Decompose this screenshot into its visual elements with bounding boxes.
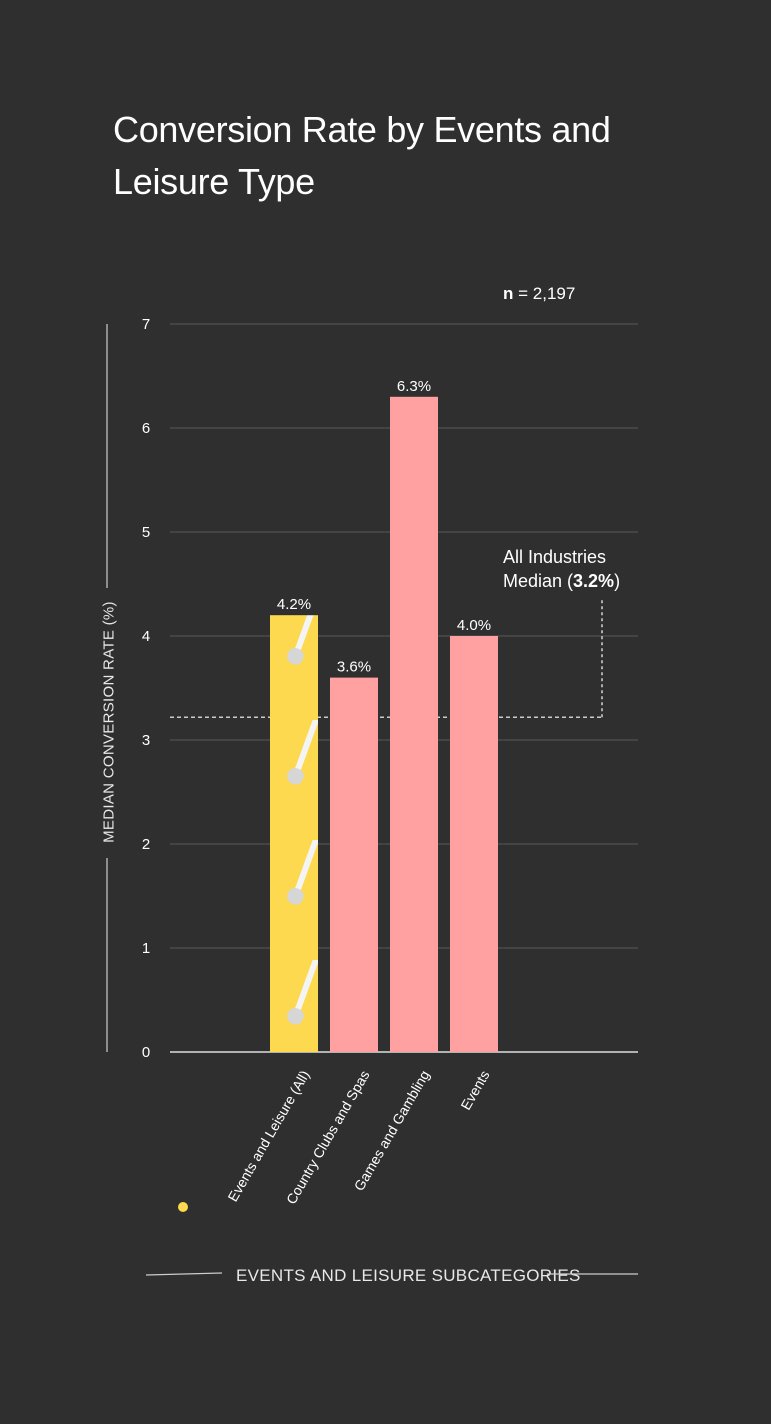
- sample-size-value: = 2,197: [518, 284, 576, 303]
- bar-2: [390, 396, 438, 1052]
- y-tick-label: 6: [142, 420, 150, 437]
- y-tick-label: 1: [142, 940, 150, 957]
- reference-value: 3.2%: [573, 571, 615, 591]
- reference-label-line2: Median (3.2%): [503, 571, 621, 591]
- y-tick-label: 2: [142, 836, 150, 853]
- y-tick-label: 3: [142, 732, 150, 749]
- legend-dot: [178, 1202, 188, 1212]
- x-tick-label: Events: [457, 1068, 492, 1113]
- bar-1: [330, 677, 378, 1052]
- x-axis-label: EVENTS AND LEISURE SUBCATEGORIES: [236, 1266, 581, 1285]
- x-axis-rule-left: [145, 1272, 223, 1276]
- chart-title: Conversion Rate by Events and Leisure Ty…: [113, 109, 611, 202]
- y-tick-label: 0: [142, 1044, 150, 1061]
- bar-value-label: 4.0%: [457, 617, 491, 634]
- reference-line-label: All Industries Median (3.2%): [503, 545, 620, 593]
- bar-value-label: 3.6%: [337, 659, 371, 676]
- sample-size: n = 2,197: [503, 284, 575, 304]
- bar-value-label: 6.3%: [397, 378, 431, 395]
- sample-size-label: n: [503, 284, 514, 303]
- y-tick-label: 7: [142, 316, 150, 333]
- bar-3: [450, 636, 498, 1052]
- bar-0: [270, 615, 318, 1052]
- y-tick-label: 5: [142, 524, 150, 541]
- bar-value-label: 4.2%: [277, 596, 311, 613]
- y-tick-label: 4: [142, 628, 150, 645]
- reference-label-line1: All Industries: [503, 547, 607, 567]
